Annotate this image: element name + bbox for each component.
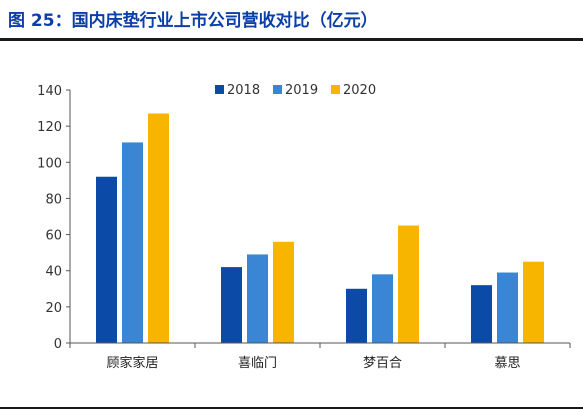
bar-2018 (346, 288, 367, 343)
bar-2019 (372, 274, 393, 343)
title-underline (0, 38, 583, 41)
legend-label: 2019 (285, 83, 318, 98)
legend-swatch (215, 85, 224, 94)
bar-2020 (523, 261, 544, 343)
y-tick-label: 80 (45, 192, 62, 207)
y-tick-label: 20 (45, 301, 62, 316)
x-category-label: 顾家家居 (106, 355, 158, 371)
x-category-label: 慕思 (494, 356, 520, 371)
legend-swatch (273, 85, 282, 94)
bar-2018 (221, 267, 242, 343)
bars (96, 113, 544, 343)
bar-2019 (497, 272, 518, 343)
y-tick-label: 0 (54, 337, 62, 352)
bar-2020 (398, 225, 419, 343)
legend-swatch (331, 85, 340, 94)
x-category-label: 喜临门 (238, 356, 277, 371)
bar-2018 (96, 176, 117, 343)
y-tick-label: 100 (37, 156, 62, 171)
legend-label: 2018 (227, 83, 260, 98)
y-axis: 0 20 40 60 80 100 120 140 (37, 84, 71, 352)
legend-label: 2020 (343, 83, 376, 98)
y-tick-label: 40 (45, 265, 62, 280)
legend: 2018 2019 2020 (215, 83, 376, 98)
figure-title: 图 25：国内床垫行业上市公司营收对比（亿元） (8, 11, 378, 31)
bar-2018 (471, 285, 492, 343)
bar-2019 (122, 142, 143, 343)
y-tick-label: 120 (37, 120, 62, 135)
x-axis: 顾家家居 喜临门 梦百合 慕思 (69, 342, 571, 371)
y-tick-label: 60 (45, 229, 62, 244)
bar-2020 (148, 113, 169, 343)
x-category-label: 梦百合 (363, 356, 402, 371)
bar-2019 (247, 254, 268, 343)
bar-2020 (273, 241, 294, 343)
y-tick-label: 140 (37, 84, 62, 99)
bottom-rule (0, 407, 583, 409)
